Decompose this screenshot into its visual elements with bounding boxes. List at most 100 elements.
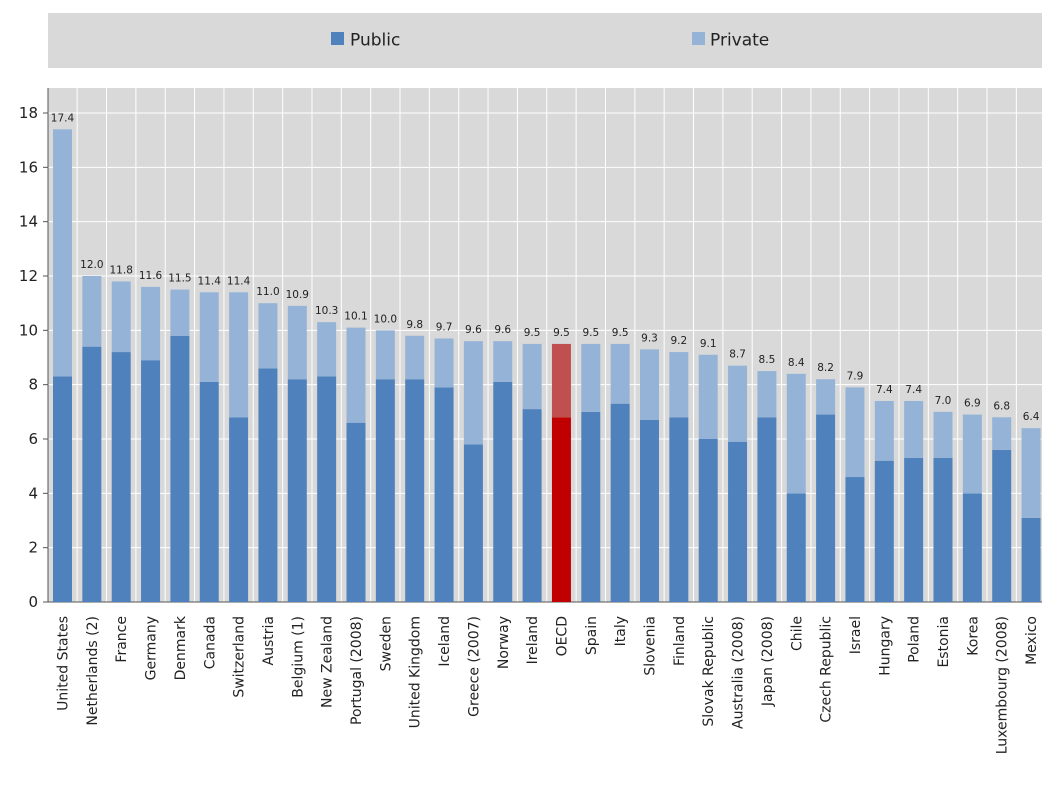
bar-total-label: 10.0	[374, 313, 397, 325]
bar-private	[405, 336, 424, 379]
bar-private	[82, 276, 101, 347]
bar-total-label: 9.3	[641, 332, 658, 344]
x-tick-label: Greece (2007)	[466, 616, 482, 717]
bar-private	[376, 330, 395, 379]
bar-private	[258, 303, 277, 368]
bar-public	[170, 336, 189, 602]
bar-public	[787, 493, 806, 602]
bar-public	[904, 458, 923, 602]
bar-private	[523, 344, 542, 409]
bar-total-label: 10.3	[315, 305, 338, 317]
x-tick-label: OECD	[554, 616, 570, 656]
bar-private	[229, 292, 248, 417]
bar-private	[875, 401, 894, 461]
bar-private	[581, 344, 600, 412]
x-tick-label: Belgium (1)	[290, 616, 306, 698]
bar-private	[1022, 428, 1041, 518]
bar-total-label: 10.9	[286, 289, 309, 301]
bar-public	[963, 493, 982, 602]
bar-private	[170, 290, 189, 336]
bar-private	[435, 338, 454, 387]
legend-swatch-public	[331, 32, 344, 45]
bar-total-label: 6.4	[1023, 411, 1040, 423]
x-tick-label: Sweden	[378, 616, 394, 671]
x-tick-label: Korea	[965, 616, 981, 656]
bar-private	[845, 387, 864, 477]
bar-public	[258, 368, 277, 602]
bar-public	[229, 417, 248, 602]
bar-total-label: 11.0	[256, 286, 279, 298]
bar-total-label: 11.4	[198, 275, 222, 287]
bar-private	[611, 344, 630, 404]
bar-public	[112, 352, 131, 602]
bar-public	[669, 417, 688, 602]
bar-private	[904, 401, 923, 458]
bar-public	[493, 382, 512, 602]
bar-total-label: 8.7	[729, 349, 746, 361]
bar-private	[141, 287, 160, 360]
x-tick-label: Luxembourg (2008)	[995, 616, 1011, 754]
x-tick-label: Mexico	[1024, 616, 1040, 665]
y-tick-label: 12	[19, 267, 38, 285]
bar-total-label: 9.8	[406, 319, 423, 331]
bar-public	[611, 404, 630, 602]
bar-private	[552, 344, 571, 417]
y-tick-label: 4	[28, 484, 38, 502]
bar-private	[934, 412, 953, 458]
bar-total-label: 9.5	[582, 327, 599, 339]
bar-private	[699, 355, 718, 439]
x-tick-label: New Zealand	[320, 616, 336, 708]
bar-public	[435, 387, 454, 602]
bar-total-label: 9.2	[670, 335, 687, 347]
bar-total-label: 11.5	[168, 273, 191, 285]
bar-public	[82, 347, 101, 602]
bar-private	[347, 328, 366, 423]
bar-public	[288, 379, 307, 602]
bar-private	[669, 352, 688, 417]
bar-total-label: 10.1	[344, 311, 367, 323]
bar-total-label: 9.1	[700, 338, 717, 350]
y-tick-label: 10	[19, 321, 38, 339]
bar-private	[728, 366, 747, 442]
x-tick-label: France	[114, 616, 130, 663]
bar-total-label: 6.9	[964, 398, 981, 410]
bar-total-label: 8.2	[817, 362, 834, 374]
x-tick-label: Australia (2008)	[731, 616, 747, 729]
legend-swatch-private	[692, 32, 705, 45]
bar-total-label: 9.6	[494, 324, 511, 336]
y-tick-label: 14	[19, 213, 38, 231]
y-tick-label: 0	[28, 593, 38, 611]
bar-private	[992, 417, 1011, 450]
bar-total-label: 7.0	[935, 395, 952, 407]
bar-public	[141, 360, 160, 602]
bar-private	[53, 129, 72, 376]
y-tick-label: 2	[28, 539, 38, 557]
bar-private	[200, 292, 219, 382]
bar-private	[112, 281, 131, 352]
x-tick-label: Hungary	[877, 616, 893, 676]
x-tick-label: Slovak Republic	[701, 616, 717, 727]
x-tick-label: Ireland	[525, 616, 541, 664]
y-tick-label: 8	[28, 376, 38, 394]
bar-total-label: 7.4	[905, 384, 922, 396]
bar-public	[845, 477, 864, 602]
x-tick-label: Canada	[202, 616, 218, 669]
bar-total-label: 12.0	[80, 259, 103, 271]
y-tick-label: 16	[19, 158, 38, 176]
bar-public	[464, 444, 483, 602]
bar-public	[200, 382, 219, 602]
bar-public	[347, 423, 366, 602]
bar-private	[464, 341, 483, 444]
bar-total-label: 11.8	[110, 264, 133, 276]
bar-private	[963, 415, 982, 494]
x-tick-label: Finland	[672, 616, 688, 666]
bar-total-label: 7.9	[847, 370, 864, 382]
x-tick-label: Netherlands (2)	[85, 616, 101, 726]
bar-private	[288, 306, 307, 379]
bar-public	[875, 461, 894, 602]
bar-public	[53, 377, 72, 602]
x-tick-label: Iceland	[437, 616, 453, 667]
